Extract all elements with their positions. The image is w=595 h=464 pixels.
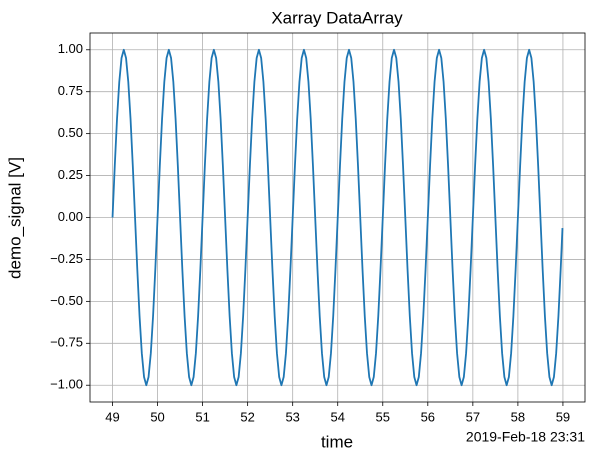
y-tick-label: −0.75	[50, 335, 83, 350]
y-tick-label: −0.50	[50, 293, 83, 308]
x-tick-label: 52	[240, 409, 254, 424]
data-line	[111, 48, 564, 387]
x-tick-label: 49	[105, 409, 119, 424]
chart-title: Xarray DataArray	[271, 8, 403, 27]
y-tick-label: 0.50	[58, 125, 83, 140]
y-tick-label: 1.00	[58, 41, 83, 56]
x-tick-label: 50	[150, 409, 164, 424]
x-tick-label: 59	[556, 409, 570, 424]
x-tick-label: 55	[376, 409, 390, 424]
x-offset-label: 2019-Feb-18 23:31	[466, 429, 585, 445]
x-tick-label: 56	[421, 409, 435, 424]
y-tick-label: 0.75	[58, 83, 83, 98]
y-tick-label: −1.00	[50, 377, 83, 392]
x-axis-label: time	[321, 432, 353, 451]
x-tick-label: 53	[285, 409, 299, 424]
x-tick-label: 57	[466, 409, 480, 424]
y-tick-label: 0.00	[58, 209, 83, 224]
x-tick-label: 58	[511, 409, 525, 424]
x-tick-label: 54	[330, 409, 344, 424]
y-tick-label: 0.25	[58, 167, 83, 182]
plot-frame	[89, 32, 586, 403]
y-axis-label: demo_signal [V]	[5, 157, 24, 279]
x-tick-label: 51	[195, 409, 209, 424]
y-tick-label: −0.25	[50, 251, 83, 266]
